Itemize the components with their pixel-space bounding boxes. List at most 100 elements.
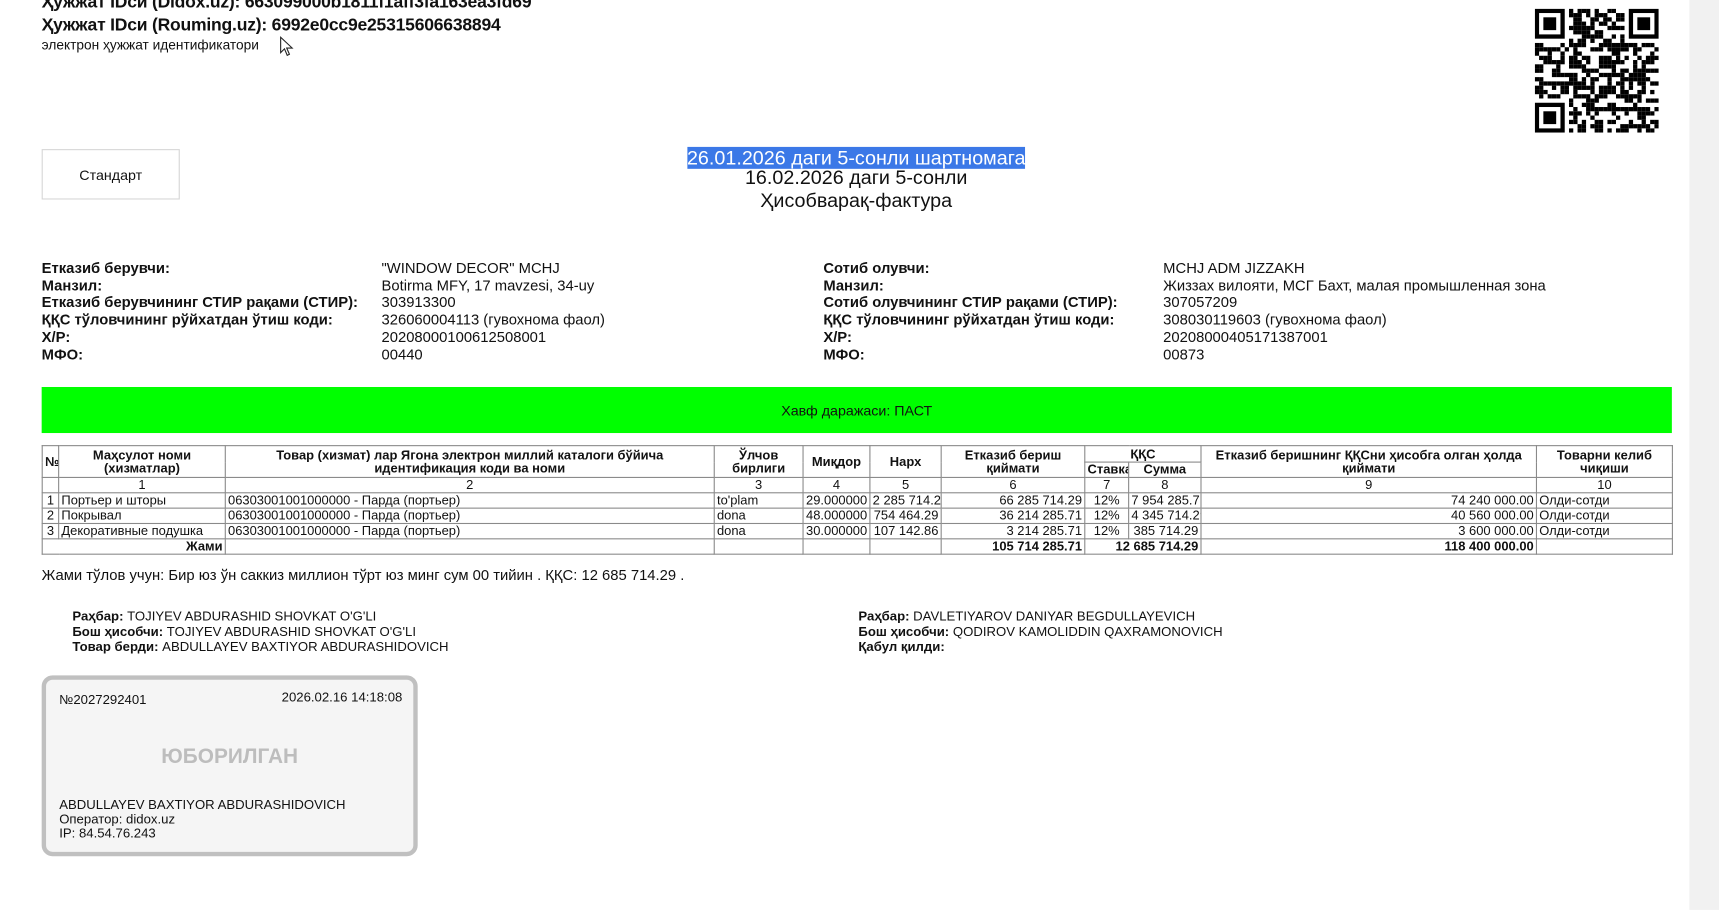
qr-module [1534,89,1540,95]
qr-module [1560,51,1565,56]
col-number: 9 [1200,476,1538,494]
qr-module [1615,17,1621,22]
qr-module [1577,25,1582,31]
qr-module [1573,21,1578,26]
qr-module [1577,60,1582,65]
qr-module [1641,107,1646,112]
qr-module [1564,85,1569,90]
cell-total: 40 560 000.00 [1200,507,1538,525]
qr-module [1603,107,1608,112]
qr-module [1568,98,1574,103]
qr-module [1590,102,1595,108]
qr-module [1581,34,1587,39]
qr-module [1641,68,1646,73]
qr-module [1577,30,1582,35]
qr-module [1564,81,1569,86]
qr-module [1615,42,1621,48]
buyer-label: МФО: [823,345,865,363]
qr-module [1650,42,1655,48]
qr-module [1633,77,1638,82]
qr-module [1573,81,1578,86]
qr-module [1564,89,1569,95]
qr-module [1645,111,1651,116]
qr-module [1628,107,1634,112]
qr-module [1556,60,1561,65]
qr-module [1620,25,1625,31]
qr-module [1586,68,1591,73]
qr-module [1607,102,1612,108]
qr-module [1624,124,1629,129]
stamp-details: ABDULLAYEV BAXTIYOR ABDURASHIDOVICH Опер… [59,798,345,841]
seller-label: Манзил: [41,277,103,294]
qr-module [1620,17,1625,22]
qr-module [1590,34,1595,39]
rouming-id: Ҳужжат IDси (Rouming.uz): 6992e0cc9e2531… [41,16,501,36]
buyer-value: Жиззах вилояти, МСГ Бахт, малая промышле… [1163,277,1546,294]
qr-module [1573,25,1578,31]
header-vat: ҚҚС [1084,445,1202,463]
qr-module [1641,64,1646,69]
qr-module [1650,111,1655,116]
qr-module [1620,89,1625,95]
qr-module [1590,47,1595,52]
qr-module [1633,51,1638,56]
qr-module [1654,47,1659,52]
header-origin: Товарни келиб чиқиши [1535,445,1673,478]
qr-module [1556,47,1561,52]
qr-module [1607,47,1612,52]
qr-module [1573,47,1578,52]
seller-value: Botirma MFY, 17 mavzesi, 34-uy [381,277,595,294]
qr-module [1645,124,1651,129]
qr-module [1615,128,1621,133]
qr-module [1543,81,1548,86]
qr-module [1611,25,1616,31]
qr-module [1615,51,1621,56]
totals-blank [1535,538,1673,555]
qr-module [1620,38,1625,43]
qr-module [1586,107,1591,112]
qr-module [1611,102,1616,108]
qr-module [1654,107,1659,112]
qr-module [1586,8,1591,14]
stamp-status: ЮБОРИЛГАН [161,745,299,769]
mouse-cursor-icon [280,36,294,57]
qr-module [1598,34,1604,39]
qr-module [1633,94,1638,99]
signature-line: Бош ҳисобчи: QODIROV KAMOLIDDIN QAXRAMON… [858,623,1223,640]
qr-module [1624,94,1629,99]
risk-level-banner: Хавф даражаси: ПАСТ [41,386,1672,434]
qr-module [1650,98,1655,103]
seller-value: 00440 [381,345,423,363]
buyer-value: 00873 [1163,345,1205,363]
qr-module [1573,55,1578,61]
qr-module [1594,30,1599,35]
seller-labels: Етказиб берувчи: Манзил: Етказиб берувчи… [42,260,358,363]
qr-module [1581,64,1587,69]
seller-signatures: Раҳбар: TOJIYEV ABDURASHID SHOVKAT O'G'L… [72,608,448,654]
qr-module [1637,98,1642,103]
qr-module [1594,17,1599,22]
qr-module [1539,94,1544,99]
qr-module [1568,8,1574,14]
qr-module [1581,94,1587,99]
qr-module [1624,42,1629,48]
scrollbar[interactable] [1689,0,1719,910]
qr-module [1620,124,1625,129]
qr-module [1624,89,1629,95]
qr-module [1624,77,1629,82]
standard-button[interactable]: Стандарт [41,149,180,200]
buyer-signatures: Раҳбар: DAVLETIYAROV DANIYAR BEGDULLAYEV… [858,608,1222,654]
qr-module [1611,47,1616,52]
qr-module [1607,72,1612,78]
qr-module [1594,98,1599,103]
qr-module [1607,42,1612,48]
qr-module [1628,124,1634,129]
qr-module [1560,55,1565,61]
qr-module [1633,64,1638,69]
qr-module [1620,60,1625,65]
qr-module [1594,47,1599,52]
qr-module [1637,77,1642,82]
qr-module [1641,115,1646,120]
qr-module [1598,21,1604,26]
qr-module [1654,68,1659,73]
